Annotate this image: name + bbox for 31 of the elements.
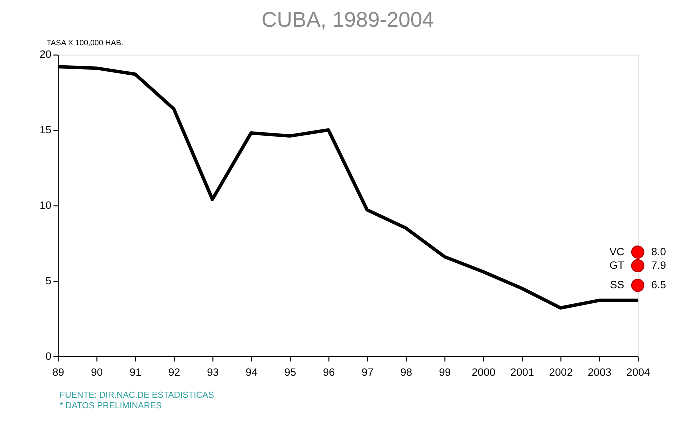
- series-label: SS: [610, 279, 624, 292]
- x-tick-label: 2003: [588, 367, 612, 380]
- y-tick-label: 0: [46, 350, 52, 363]
- y-tick-label: 20: [40, 49, 52, 62]
- y-tick-label: 15: [40, 124, 52, 137]
- y-axis-title: TASA X 100,000 HAB.: [46, 38, 124, 48]
- annotation: 8.0: [652, 246, 666, 258]
- x-tick-label: 91: [130, 367, 142, 380]
- x-tick-label: 89: [52, 367, 64, 380]
- x-tick-label: 2004: [626, 367, 650, 380]
- x-tick-label: 90: [91, 367, 104, 380]
- series-label: GT: [610, 260, 625, 272]
- x-tick-label: 94: [246, 367, 258, 380]
- x-tick-label: 96: [323, 367, 336, 380]
- x-tick-label: 98: [400, 367, 412, 380]
- y-tick-label: 10: [40, 200, 52, 212]
- y-tick-label: 5: [46, 275, 52, 288]
- x-tick-label: 99: [439, 367, 452, 380]
- series-label: VC: [610, 246, 625, 258]
- x-tick-label: 97: [362, 367, 374, 380]
- x-tick-label: 2000: [472, 367, 496, 380]
- x-tick-label: 2002: [549, 367, 574, 380]
- chart-title: CUBA, 1989-2004: [262, 8, 434, 32]
- x-tick-label: 92: [168, 367, 180, 380]
- annotation: 6.5: [652, 279, 666, 292]
- x-tick-label: 2001: [510, 367, 534, 380]
- annotation: 7.9: [652, 260, 666, 272]
- x-tick-label: 95: [284, 367, 296, 380]
- x-tick-label: 93: [207, 367, 220, 380]
- source-note: FUENTE: DIR.NAC.DE ESTADISTICAS: [60, 390, 214, 400]
- text: * DATOS PRELIMINARES: [60, 400, 162, 411]
